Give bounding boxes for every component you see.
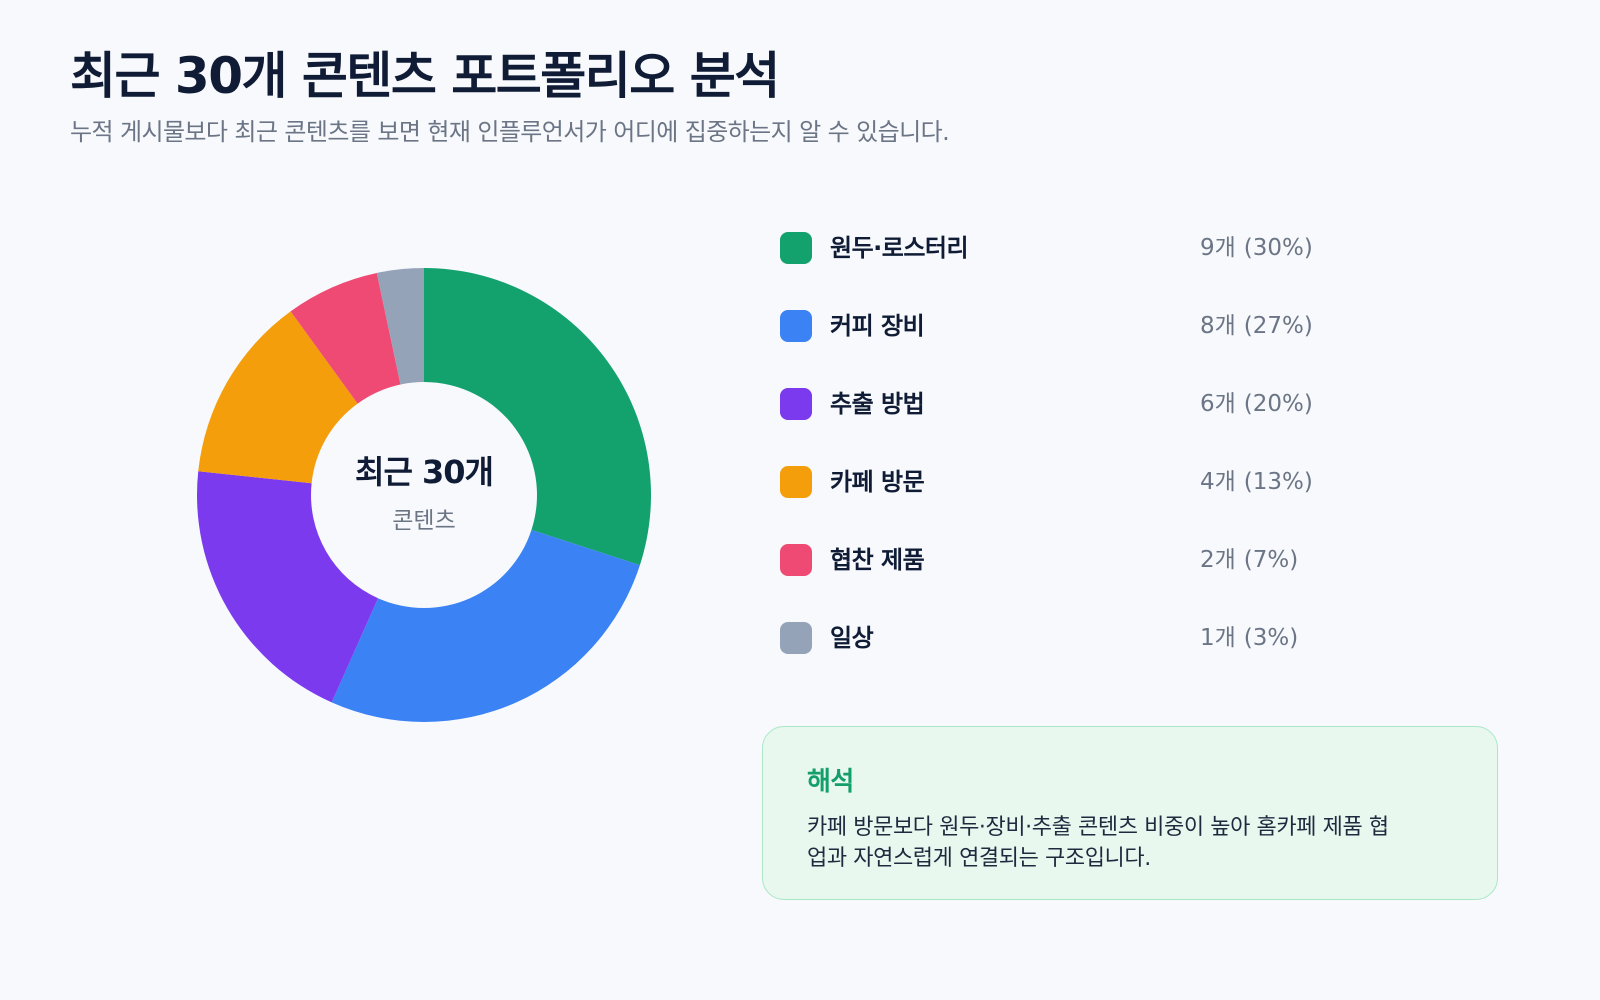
legend-label: 일상 — [830, 624, 874, 652]
legend-percent: (30%) — [1243, 235, 1313, 261]
page-subtitle: 누적 게시물보다 최근 콘텐츠를 보면 현재 인플루언서가 어디에 집중하는지 … — [70, 118, 950, 146]
legend-count: 8개 — [1200, 313, 1236, 339]
legend-swatch — [780, 388, 812, 420]
legend-label: 협찬 제품 — [830, 546, 925, 574]
donut-slice-cafe-visit — [198, 311, 358, 484]
donut-chart: 최근 30개 콘텐츠 — [193, 264, 655, 726]
insight-card: 해석 카페 방문보다 원두·장비·추출 콘텐츠 비중이 높아 홈카페 제품 협업… — [762, 726, 1498, 900]
donut-slice-daily — [376, 268, 424, 385]
legend-swatch — [780, 622, 812, 654]
legend-value: 6개 (20%) — [1200, 388, 1313, 420]
legend-label: 카페 방문 — [830, 468, 925, 496]
donut-slice-brewing — [197, 471, 379, 703]
legend-percent: (20%) — [1243, 391, 1313, 417]
insight-title: 해석 — [807, 767, 854, 797]
legend-count: 2개 — [1200, 547, 1236, 573]
legend-label: 원두·로스터리 — [830, 234, 969, 262]
legend-count: 6개 — [1200, 391, 1236, 417]
legend-percent: (13%) — [1243, 469, 1313, 495]
legend-swatch — [780, 544, 812, 576]
legend-item-brewing: 추출 방법 6개 (20%) — [780, 388, 1340, 466]
legend-value: 8개 (27%) — [1200, 310, 1313, 342]
legend-label: 추출 방법 — [830, 390, 925, 418]
legend-count: 1개 — [1200, 625, 1236, 651]
legend-count: 4개 — [1200, 469, 1236, 495]
legend-swatch — [780, 232, 812, 264]
legend-item-daily: 일상 1개 (3%) — [780, 622, 1340, 700]
legend-item-beans: 원두·로스터리 9개 (30%) — [780, 232, 1340, 310]
donut-slice-equipment — [331, 529, 640, 722]
insight-body: 카페 방문보다 원두·장비·추출 콘텐츠 비중이 높아 홈카페 제품 협업과 자… — [807, 815, 1389, 871]
legend-swatch — [780, 310, 812, 342]
legend-label: 커피 장비 — [830, 312, 925, 340]
donut-slice-sponsored — [290, 272, 401, 404]
legend-swatch — [780, 466, 812, 498]
legend-value: 4개 (13%) — [1200, 466, 1313, 498]
donut-chart-svg — [197, 268, 651, 722]
legend-value: 2개 (7%) — [1200, 544, 1298, 576]
legend-value: 9개 (30%) — [1200, 232, 1313, 264]
legend-percent: (27%) — [1243, 313, 1313, 339]
legend-value: 1개 (3%) — [1200, 622, 1298, 654]
legend-percent: (7%) — [1243, 547, 1299, 573]
chart-legend: 원두·로스터리 9개 (30%) 커피 장비 8개 (27%) 추출 방법 6개 (2… — [780, 232, 1340, 700]
legend-item-cafe-visit: 카페 방문 4개 (13%) — [780, 466, 1340, 544]
donut-slice-beans — [424, 268, 651, 566]
page-title: 최근 30개 콘텐츠 포트폴리오 분석 — [70, 47, 780, 105]
legend-item-equipment: 커피 장비 8개 (27%) — [780, 310, 1340, 388]
legend-item-sponsored: 협찬 제품 2개 (7%) — [780, 544, 1340, 622]
legend-percent: (3%) — [1243, 625, 1299, 651]
legend-count: 9개 — [1200, 235, 1236, 261]
